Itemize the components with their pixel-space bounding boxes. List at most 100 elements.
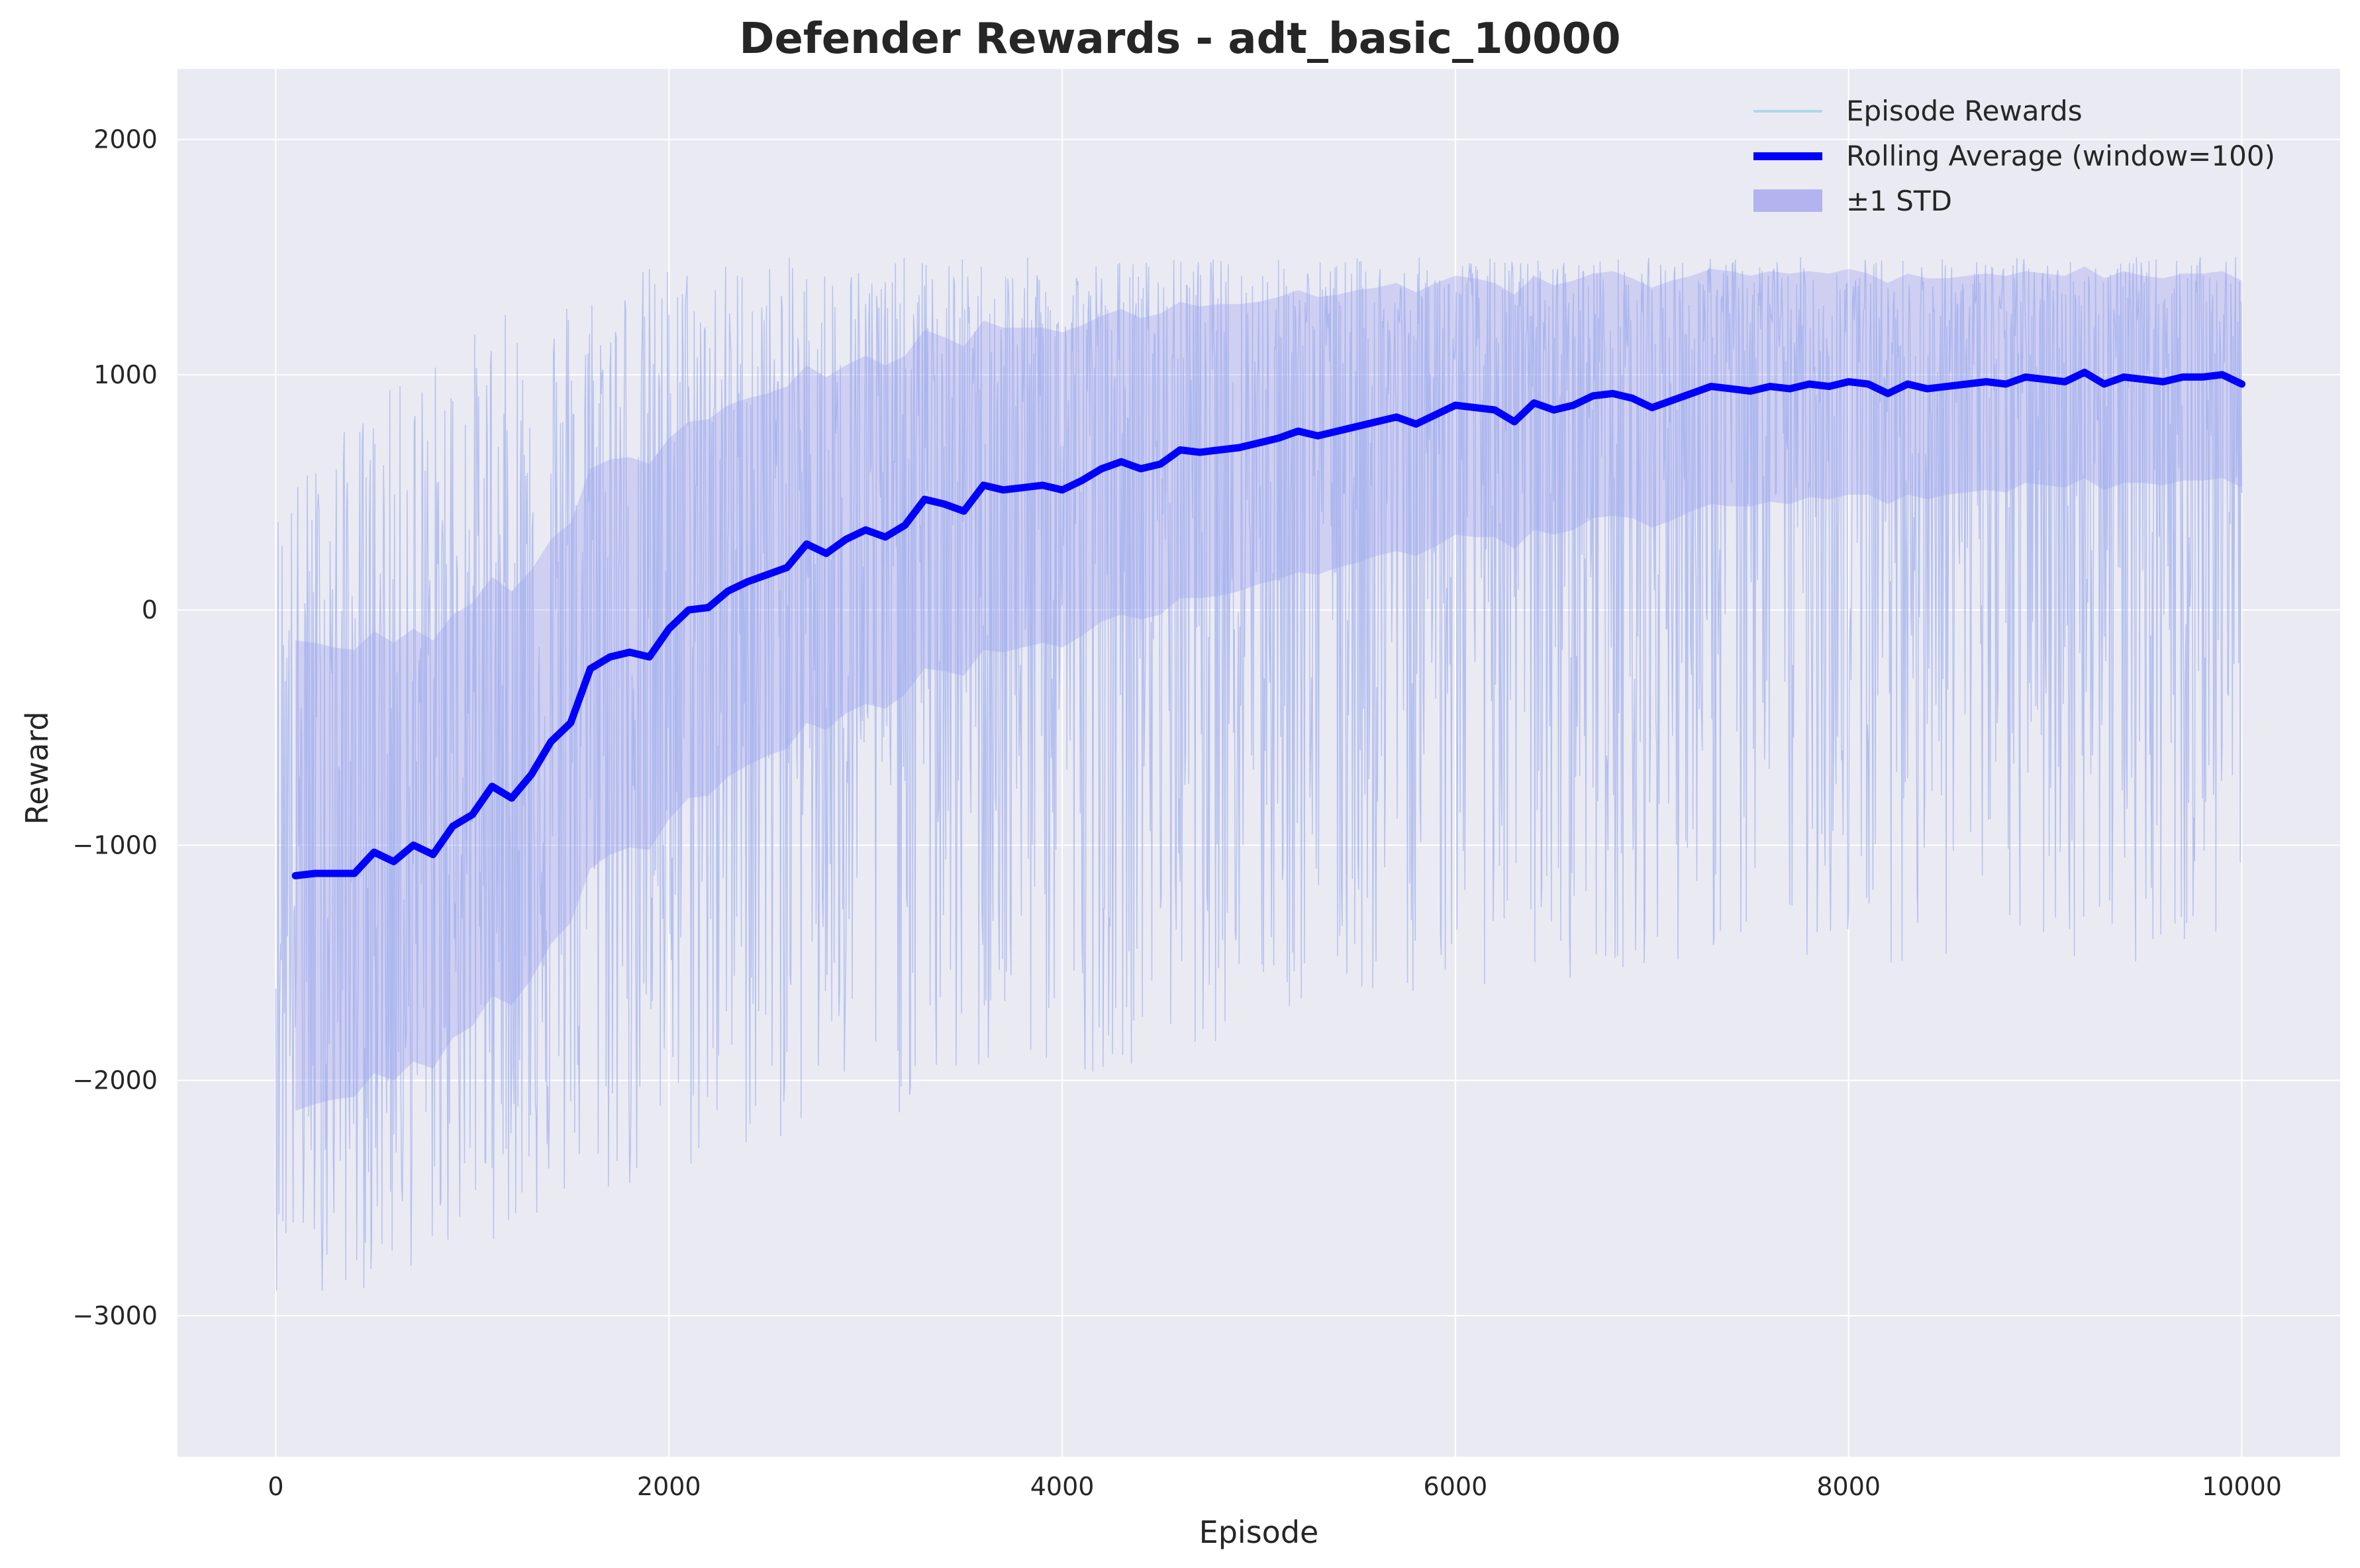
- rolling-average-point: [1098, 465, 1105, 472]
- rolling-average-point: [940, 501, 948, 508]
- y-tick-label: 2000: [93, 125, 158, 154]
- rolling-average-point: [842, 536, 850, 543]
- rolling-average-point: [1412, 420, 1420, 428]
- rolling-average-point: [1845, 378, 1852, 385]
- rolling-average-point: [1451, 402, 1459, 409]
- rolling-average-point: [2179, 373, 2187, 381]
- rolling-average-point: [705, 604, 712, 611]
- rolling-average-point: [1295, 428, 1302, 435]
- x-tick-label: 6000: [1424, 1472, 1488, 1501]
- rolling-average-point: [685, 607, 692, 614]
- rolling-average-point: [960, 507, 967, 514]
- rolling-average-point: [1177, 446, 1184, 454]
- rolling-average-point: [607, 654, 614, 661]
- rolling-average-point: [390, 858, 397, 865]
- rolling-average-line: [291, 368, 2245, 879]
- rolling-average-point: [1609, 390, 1616, 397]
- rolling-average-point: [822, 550, 830, 557]
- x-tick-label: 0: [268, 1472, 283, 1501]
- rolling-average-point: [2238, 381, 2245, 387]
- rolling-average-point: [1196, 449, 1203, 456]
- rolling-average-point: [1629, 395, 1636, 402]
- legend-std-label: ±1 STD: [1846, 185, 1952, 217]
- rolling-average-point: [528, 771, 535, 778]
- rolling-average-point: [626, 649, 633, 656]
- rolling-average-point: [1078, 477, 1085, 484]
- rolling-average-point: [1471, 404, 1479, 411]
- y-tick-label: 1000: [93, 360, 158, 389]
- rolling-average-point: [449, 822, 456, 830]
- rolling-average-point: [1727, 385, 1734, 393]
- y-axis-label: Reward: [19, 711, 55, 824]
- rolling-average-point: [901, 522, 909, 529]
- rolling-average-point: [331, 870, 338, 877]
- rolling-average-point: [1157, 460, 1164, 467]
- x-tick-label: 8000: [1816, 1472, 1881, 1501]
- legend-rolling-average-label: Rolling Average (window=100): [1846, 140, 2275, 172]
- rolling-average-point: [469, 811, 476, 818]
- rolling-average-point: [803, 540, 811, 548]
- rolling-average-point: [2081, 369, 2088, 376]
- x-axis-ticks: 0 2000 4000 6000 8000 10000: [268, 1472, 2282, 1501]
- rolling-average-point: [763, 571, 771, 578]
- rolling-average-point: [744, 578, 751, 585]
- rolling-average-point: [2022, 373, 2029, 381]
- x-tick-label: 4000: [1030, 1472, 1095, 1501]
- rolling-average-point: [646, 654, 653, 661]
- rolling-average-point: [1275, 434, 1282, 442]
- x-tick-label: 10000: [2202, 1472, 2282, 1501]
- rolling-average-point: [1530, 399, 1538, 407]
- rolling-average-point: [1137, 465, 1144, 472]
- rolling-average-point: [1806, 381, 1813, 387]
- rolling-average-point: [665, 625, 673, 632]
- rolling-average-point: [2041, 375, 2049, 383]
- rolling-average-point: [292, 872, 299, 879]
- rolling-average-point: [2199, 373, 2206, 381]
- rolling-average-point: [1963, 381, 1970, 387]
- rolling-average-point: [1216, 446, 1223, 454]
- rolling-average-point: [1393, 413, 1400, 420]
- rolling-average-point: [548, 738, 555, 745]
- rolling-average-point: [783, 564, 791, 571]
- rolling-average-point: [2002, 381, 2010, 387]
- rolling-average-point: [1353, 423, 1361, 430]
- rolling-average-point: [1688, 390, 1695, 397]
- legend-std-swatch: [1753, 189, 1822, 212]
- rolling-average-point: [1432, 411, 1440, 418]
- rolling-average-point: [881, 534, 889, 540]
- rolling-average-point: [980, 481, 987, 489]
- rolling-average-point: [1707, 383, 1714, 390]
- rolling-average-point: [1236, 444, 1243, 451]
- rolling-average-layer: [291, 368, 2245, 879]
- y-tick-label: −3000: [72, 1301, 158, 1330]
- rolling-average-point: [1747, 387, 1754, 395]
- rolling-average-point: [1059, 486, 1066, 493]
- episode-rewards-line: [275, 257, 2243, 1291]
- rolling-average-point: [1668, 397, 1675, 404]
- rolling-average-point: [2061, 378, 2069, 385]
- y-tick-label: 0: [142, 595, 158, 624]
- rolling-average-point: [430, 851, 436, 858]
- x-axis-label: Episode: [1199, 1514, 1319, 1550]
- rolling-average-point: [1255, 439, 1262, 446]
- rolling-average-point: [311, 870, 319, 877]
- rolling-average-point: [1373, 418, 1381, 425]
- rolling-average-point: [1885, 390, 1892, 397]
- rolling-average-point: [1570, 402, 1577, 409]
- rolling-average-point: [1589, 392, 1597, 399]
- rolling-average-point: [351, 870, 358, 877]
- rolling-average-point: [1767, 383, 1773, 390]
- rolling-average-point: [1000, 486, 1007, 493]
- rolling-average-point: [1904, 381, 1911, 387]
- rolling-average-point: [410, 842, 417, 849]
- legend-episode-rewards-label: Episode Rewards: [1846, 95, 2083, 127]
- rolling-average-point: [1786, 385, 1793, 393]
- episode-rewards-layer: [275, 257, 2243, 1291]
- legend: Episode Rewards Rolling Average (window=…: [1753, 95, 2275, 217]
- y-tick-label: −1000: [72, 830, 158, 859]
- rolling-average-point: [2159, 378, 2167, 385]
- rolling-average-point: [1865, 381, 1872, 387]
- rolling-average-point: [2218, 371, 2226, 378]
- rolling-average-point: [1924, 385, 1931, 393]
